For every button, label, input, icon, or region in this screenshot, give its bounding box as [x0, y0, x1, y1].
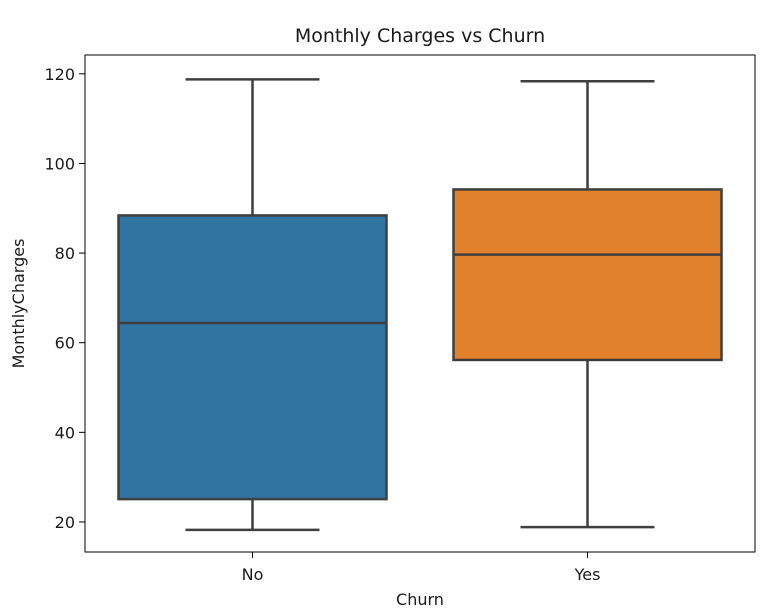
plot-area-frame — [84, 54, 756, 553]
box-group-no — [117, 78, 388, 532]
x-axis-label: Churn — [396, 590, 444, 609]
y-tick-label: 120 — [44, 65, 75, 84]
boxes-layer — [117, 78, 723, 532]
iqr-box-yes — [452, 188, 723, 362]
y-tick-label: 40 — [55, 423, 75, 442]
y-tick-label: 20 — [55, 513, 75, 532]
x-tick-label: No — [242, 565, 264, 584]
y-axis-label: MonthlyCharges — [9, 239, 28, 369]
x-tick-label: Yes — [574, 565, 601, 584]
chart-title: Monthly Charges vs Churn — [295, 25, 545, 47]
y-axis-ticks: 20 40 60 80 100 120 — [44, 65, 85, 532]
y-tick-label: 100 — [44, 154, 75, 173]
iqr-box-no — [117, 214, 388, 501]
y-tick-label: 60 — [55, 334, 75, 353]
x-axis-ticks: No Yes — [242, 552, 601, 584]
y-tick-label: 80 — [55, 244, 75, 263]
box-group-yes — [452, 79, 723, 529]
